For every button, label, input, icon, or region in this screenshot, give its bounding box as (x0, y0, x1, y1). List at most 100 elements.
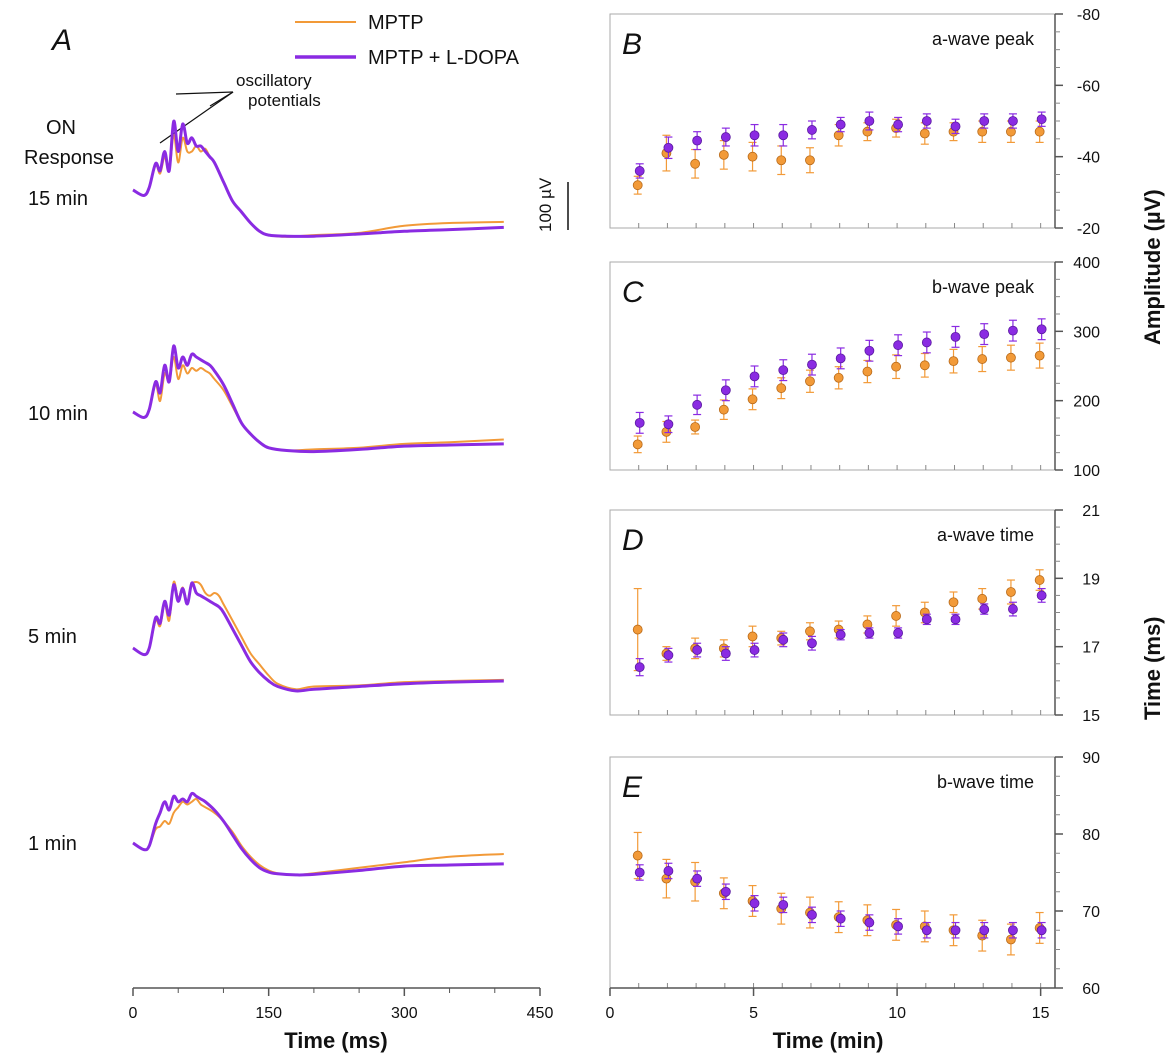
point-mptp (747, 394, 758, 405)
panel-letter: C (622, 276, 644, 309)
point-mptp (632, 850, 643, 861)
point-ldopa (807, 359, 817, 370)
panel-letter: D (622, 524, 644, 557)
point-mptp (833, 372, 844, 383)
y-tick-label: -20 (1077, 221, 1100, 238)
point-mptp (632, 180, 643, 191)
point-mptp (632, 439, 643, 450)
point-ldopa (864, 917, 875, 928)
y-tick-label: -80 (1077, 7, 1100, 24)
trace-group-3: 1 min (28, 791, 504, 877)
point-ldopa (663, 142, 674, 153)
legend-label-ldopa: MPTP + L-DOPA (368, 47, 520, 69)
point-ldopa (893, 119, 903, 130)
point-ldopa (720, 648, 731, 659)
point-ldopa (692, 135, 703, 146)
panel-title: a-wave peak (932, 29, 1035, 49)
panel-a-x-title: Time (ms) (284, 1028, 388, 1053)
y-tick-label: 19 (1082, 571, 1100, 588)
panel-a-x-ticks: 0 150 300 450 (129, 988, 554, 1022)
point-ldopa (778, 899, 789, 910)
point-ldopa (778, 365, 789, 376)
y-tick-label: -60 (1077, 78, 1100, 95)
point-ldopa (835, 119, 846, 130)
x-tick-label: 150 (255, 1005, 282, 1022)
point-mptp (1006, 934, 1016, 945)
point-mptp (833, 130, 844, 141)
annotation-line-2: potentials (248, 91, 321, 110)
y-tick-label: 21 (1082, 503, 1100, 520)
trace-group-0: 15 min (28, 119, 504, 238)
y-tick-label: 60 (1082, 981, 1100, 998)
point-ldopa (950, 331, 961, 342)
point-ldopa (692, 399, 703, 410)
point-mptp (690, 158, 701, 169)
point-mptp (1006, 126, 1016, 137)
y-tick-label: 100 (1073, 463, 1100, 480)
trace-line-ldopa (132, 581, 504, 693)
point-ldopa (921, 337, 932, 348)
point-ldopa (778, 634, 789, 645)
point-ldopa (749, 645, 760, 655)
trace-label: 1 min (28, 833, 77, 855)
trace-line-ldopa (132, 791, 504, 877)
x-tick-label: 450 (527, 1005, 554, 1022)
y-tick-label: 17 (1082, 640, 1100, 657)
point-ldopa (893, 921, 903, 932)
trace-line-ldopa (132, 344, 504, 454)
panel-a-letter: A (50, 24, 72, 57)
point-mptp (1034, 350, 1045, 361)
point-mptp (862, 366, 873, 377)
y-tick-label: -40 (1077, 150, 1100, 167)
point-ldopa (749, 371, 760, 382)
point-ldopa (663, 419, 674, 430)
point-ldopa (1036, 114, 1047, 125)
point-mptp (948, 356, 959, 367)
point-ldopa (778, 130, 789, 141)
point-mptp (805, 376, 815, 387)
point-mptp (1006, 587, 1016, 597)
legend-label-mptp: MPTP (368, 12, 424, 34)
point-ldopa (979, 604, 990, 614)
trace-line-mptp (132, 355, 504, 452)
point-ldopa (1036, 324, 1047, 335)
point-ldopa (1036, 590, 1047, 601)
trace-group-1: 10 min (28, 344, 504, 454)
point-ldopa (663, 866, 674, 876)
trace-group-2: 5 min (28, 580, 504, 693)
trace-line-mptp (132, 797, 504, 876)
point-mptp (690, 422, 701, 432)
point-ldopa (864, 345, 875, 356)
annotation-line-1: oscillatory (236, 71, 312, 90)
point-mptp (1034, 575, 1045, 585)
panel-title: a-wave time (937, 525, 1034, 545)
trace-label: 15 min (28, 188, 88, 210)
point-ldopa (692, 873, 703, 884)
point-ldopa (749, 130, 760, 141)
point-ldopa (1008, 116, 1018, 126)
point-ldopa (835, 913, 846, 924)
trace-label: 10 min (28, 403, 88, 425)
point-mptp (977, 593, 988, 604)
y-tick-label: 80 (1082, 827, 1100, 844)
point-mptp (919, 128, 930, 139)
y-tick-label: 400 (1073, 255, 1100, 272)
point-mptp (891, 361, 901, 372)
point-ldopa (634, 166, 645, 176)
panel-title: b-wave peak (932, 277, 1035, 297)
point-ldopa (864, 116, 875, 126)
point-mptp (977, 354, 988, 364)
y-tick-label: 300 (1073, 324, 1100, 341)
on-response-line-2: Response (24, 147, 114, 169)
point-mptp (1006, 352, 1016, 363)
x-tick-label: 0 (606, 1005, 615, 1022)
y-tick-label: 70 (1082, 904, 1100, 921)
point-ldopa (634, 417, 645, 428)
scale-bar-label: 100 µV (536, 177, 555, 232)
point-ldopa (921, 614, 932, 625)
